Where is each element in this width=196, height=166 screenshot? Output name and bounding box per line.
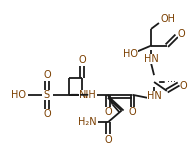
Text: HN: HN [147, 91, 162, 101]
Text: O: O [43, 70, 51, 80]
Text: ···: ··· [167, 77, 176, 87]
Text: H₂N: H₂N [78, 117, 97, 127]
Text: HO: HO [122, 48, 138, 58]
Text: NH: NH [81, 90, 96, 100]
Text: HO: HO [11, 90, 26, 100]
Text: O: O [78, 55, 86, 65]
Text: O: O [178, 29, 185, 39]
Text: O: O [104, 135, 112, 145]
Text: OH: OH [161, 14, 176, 24]
Text: O: O [104, 108, 112, 118]
Text: O: O [180, 81, 187, 91]
Text: N: N [79, 90, 86, 100]
Text: O: O [129, 108, 136, 118]
Text: O: O [43, 109, 51, 120]
Text: S: S [44, 90, 50, 100]
Text: HN: HN [144, 54, 159, 64]
